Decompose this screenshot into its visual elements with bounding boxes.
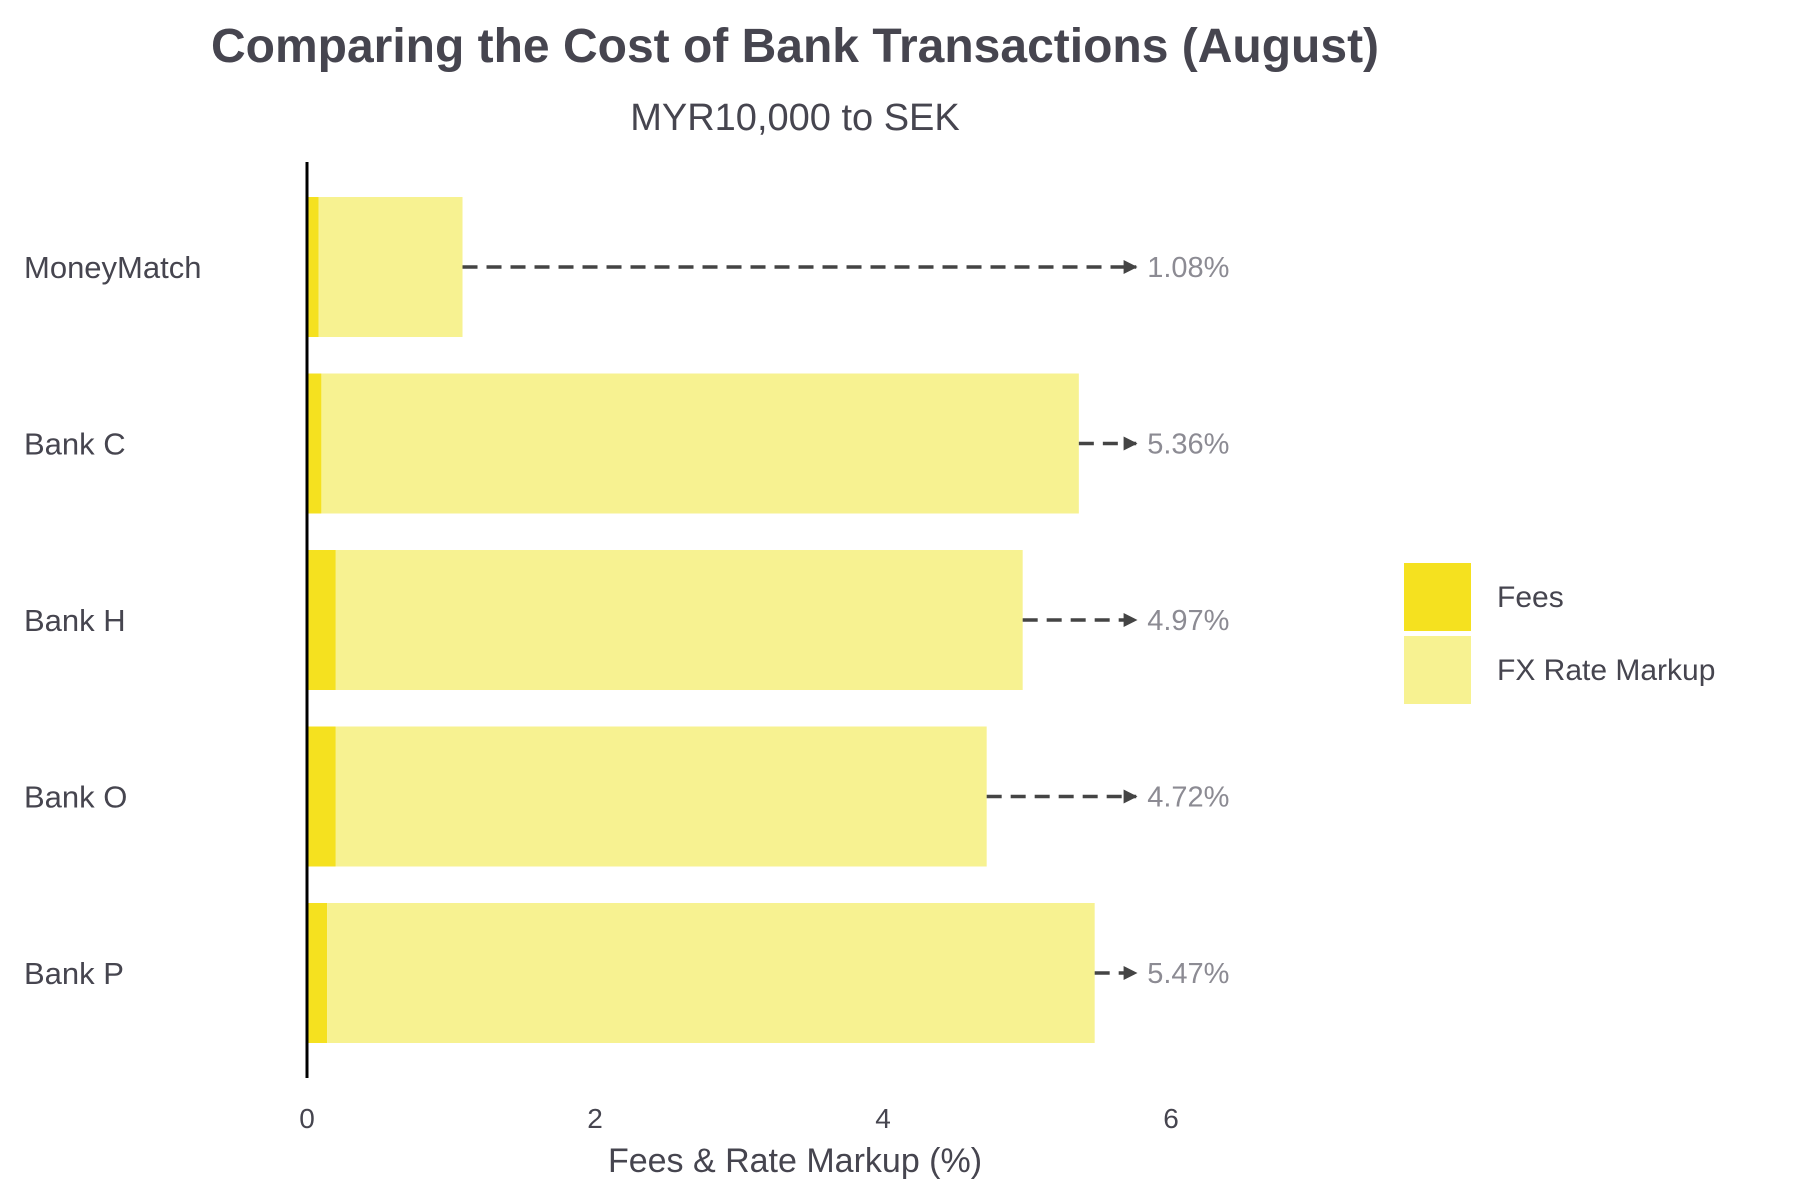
- category-label: Bank C: [24, 427, 126, 462]
- total-label: 4.97%: [1147, 605, 1229, 637]
- total-label: 1.08%: [1147, 252, 1229, 284]
- bar-segment-fx-rate-markup: [335, 726, 987, 867]
- x-tick-label: 2: [587, 1103, 603, 1134]
- bar-segment-fx-rate-markup: [327, 903, 1095, 1043]
- bar-segment-fees: [307, 197, 319, 337]
- x-tick-label: 6: [1163, 1103, 1179, 1134]
- bar-segment-fees: [307, 726, 336, 867]
- category-label: Bank O: [24, 780, 127, 815]
- category-label: Bank P: [24, 956, 124, 991]
- chart-title: Comparing the Cost of Bank Transactions …: [211, 20, 1379, 73]
- total-label: 4.72%: [1147, 782, 1229, 814]
- legend-label: FX Rate Markup: [1497, 654, 1715, 687]
- legend-swatch: [1404, 563, 1471, 631]
- legend-label: Fees: [1497, 581, 1564, 614]
- x-tick-label: 4: [875, 1103, 891, 1134]
- category-label: Bank H: [24, 603, 126, 638]
- bar-segment-fees: [307, 373, 322, 514]
- bar-segment-fees: [307, 903, 328, 1043]
- legend: Fees FX Rate Markup: [1404, 563, 1715, 704]
- total-label: 5.36%: [1147, 429, 1229, 461]
- chart-subtitle: MYR10,000 to SEK: [630, 97, 960, 139]
- total-label: 5.47%: [1147, 958, 1229, 990]
- category-label: MoneyMatch: [24, 250, 201, 285]
- x-axis-title: Fees & Rate Markup (%): [608, 1142, 982, 1180]
- x-tick-label: 0: [299, 1103, 315, 1134]
- plot-area: MoneyMatch 1.08% Bank C 5.36% Bank H 4.97% Ban…: [24, 197, 1229, 1134]
- legend-swatch: [1404, 636, 1471, 704]
- bar-segment-fx-rate-markup: [321, 373, 1079, 514]
- bar-segment-fx-rate-markup: [318, 197, 463, 337]
- bar-segment-fx-rate-markup: [335, 550, 1023, 690]
- bar-segment-fees: [307, 550, 336, 690]
